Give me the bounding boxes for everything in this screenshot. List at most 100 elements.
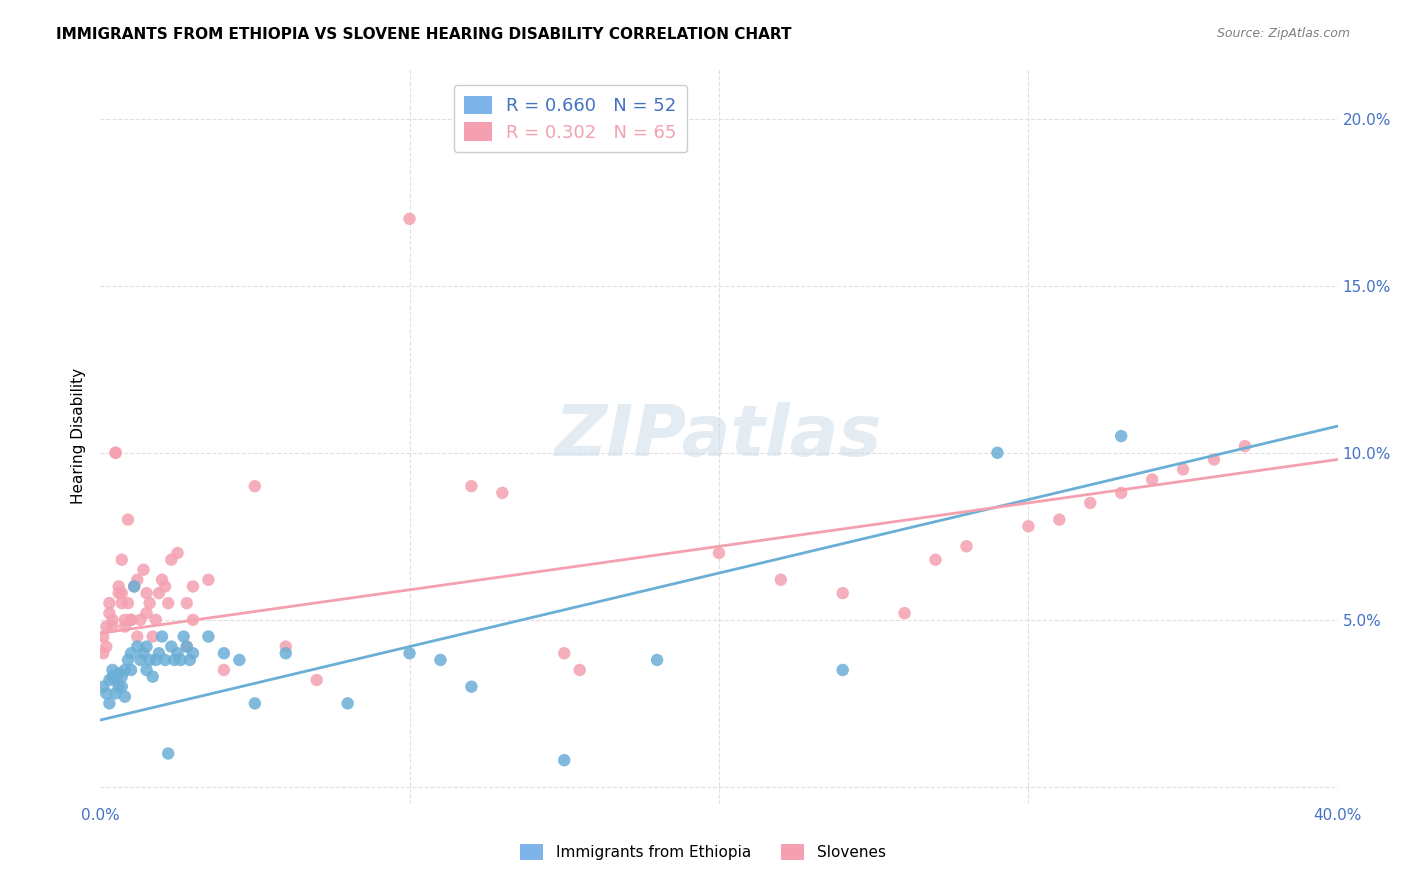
Point (114, 663, 136, 677)
Point (173, 630, 195, 644)
Point (553, 753, 575, 767)
Text: ZIPatlas: ZIPatlas (555, 401, 883, 471)
Legend: R = 0.660   N = 52, R = 0.302   N = 65: R = 0.660 N = 52, R = 0.302 N = 65 (454, 85, 688, 153)
Point (91, 630, 114, 644)
Point (107, 666, 129, 681)
Point (122, 579, 145, 593)
Point (96, 640, 118, 654)
Point (142, 670, 165, 684)
Point (274, 646, 297, 660)
Point (104, 686, 127, 700)
Point (707, 546, 730, 560)
Point (98, 673, 121, 687)
Point (336, 697, 359, 711)
Point (138, 653, 160, 667)
Y-axis label: Hearing Disability: Hearing Disability (72, 368, 86, 504)
Point (111, 680, 134, 694)
Point (1078, 496, 1101, 510)
Point (101, 619, 124, 633)
Point (305, 673, 328, 687)
Point (243, 479, 266, 493)
Point (127, 573, 149, 587)
Point (1109, 486, 1132, 500)
Point (107, 680, 129, 694)
Point (553, 646, 575, 660)
Point (135, 640, 157, 654)
Point (111, 586, 134, 600)
Point (157, 596, 180, 610)
Point (1017, 519, 1039, 533)
Point (212, 663, 235, 677)
Point (122, 579, 145, 593)
Point (138, 596, 160, 610)
Point (274, 640, 297, 654)
Point (145, 653, 167, 667)
Point (111, 596, 134, 610)
Point (166, 546, 188, 560)
Point (114, 619, 136, 633)
Point (150, 630, 173, 644)
Point (101, 613, 124, 627)
Point (111, 670, 134, 684)
Point (135, 586, 157, 600)
Point (117, 653, 139, 667)
Point (101, 663, 124, 677)
Point (1202, 452, 1225, 467)
Point (429, 653, 451, 667)
Point (148, 646, 170, 660)
Point (986, 446, 1008, 460)
Point (148, 586, 170, 600)
Text: IMMIGRANTS FROM ETHIOPIA VS SLOVENE HEARING DISABILITY CORRELATION CHART: IMMIGRANTS FROM ETHIOPIA VS SLOVENE HEAR… (56, 27, 792, 42)
Point (157, 747, 180, 761)
Point (120, 646, 142, 660)
Point (1233, 439, 1256, 453)
Point (163, 653, 186, 667)
Point (645, 653, 668, 667)
Point (831, 586, 853, 600)
Point (924, 552, 946, 566)
Point (176, 640, 198, 654)
Point (132, 563, 155, 577)
Point (107, 579, 129, 593)
Point (243, 697, 266, 711)
Point (197, 630, 219, 644)
Point (104, 673, 127, 687)
Point (1047, 513, 1070, 527)
Point (142, 630, 165, 644)
Point (145, 613, 167, 627)
Point (197, 573, 219, 587)
Point (135, 606, 157, 620)
Point (150, 573, 173, 587)
Point (120, 613, 142, 627)
Point (104, 446, 127, 460)
Point (120, 663, 142, 677)
Point (460, 680, 482, 694)
Point (120, 613, 142, 627)
Point (568, 663, 591, 677)
Point (129, 613, 152, 627)
Point (91, 680, 114, 694)
Point (101, 670, 124, 684)
Point (169, 653, 191, 667)
Point (181, 613, 204, 627)
Point (129, 653, 152, 667)
Point (166, 646, 188, 660)
Point (117, 596, 139, 610)
Point (127, 640, 149, 654)
Point (114, 690, 136, 704)
Point (160, 552, 183, 566)
Point (228, 653, 250, 667)
Point (398, 211, 420, 226)
Point (176, 640, 198, 654)
Point (893, 606, 915, 620)
Point (96, 686, 118, 700)
Point (107, 586, 129, 600)
Point (114, 613, 136, 627)
Point (398, 646, 420, 660)
Point (769, 573, 792, 587)
Point (1171, 462, 1194, 476)
Point (955, 539, 977, 553)
Text: Source: ZipAtlas.com: Source: ZipAtlas.com (1216, 27, 1350, 40)
Point (1140, 473, 1163, 487)
Point (1109, 429, 1132, 443)
